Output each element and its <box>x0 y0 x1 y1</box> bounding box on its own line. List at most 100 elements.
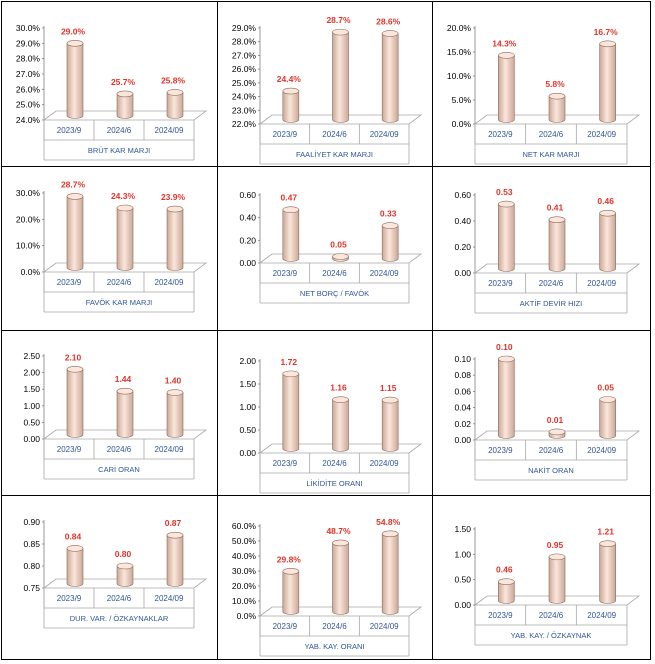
data-label: 1.16 <box>330 383 347 393</box>
y-tick-label: 0.85 <box>23 539 40 549</box>
chart-title: FAALİYET KAR MARJI <box>296 150 373 159</box>
bar <box>332 253 349 262</box>
data-label: 28.6% <box>376 16 401 26</box>
y-tick-label: 0.02 <box>454 419 471 429</box>
category-label: 2024/6 <box>322 130 347 139</box>
y-tick-label: 2.00 <box>239 356 256 366</box>
category-label: 2024/6 <box>107 445 132 454</box>
category-label: 2024/09 <box>587 446 616 455</box>
chart-8: 0.00 0.50 1.00 1.50 2.00 2023/9 2024/6 2024/09 L… <box>217 330 433 496</box>
data-label: 24.4% <box>277 74 302 84</box>
chart-title: NET KAR MARJI <box>523 150 580 159</box>
y-tick-label: 0.00 <box>239 448 256 458</box>
bar <box>116 387 134 438</box>
y-tick-label: 30.0% <box>16 23 41 33</box>
bar <box>166 389 184 438</box>
y-tick-label: 60.0% <box>232 521 257 531</box>
y-tick-label: 0.50 <box>239 425 256 435</box>
y-tick-label: 0.80 <box>23 561 40 571</box>
data-label: 1.72 <box>281 357 298 367</box>
category-label: 2023/9 <box>273 459 298 468</box>
category-label: 2024/6 <box>539 611 564 620</box>
bar <box>332 28 349 123</box>
category-label: 2023/9 <box>273 130 298 139</box>
data-label: 28.7% <box>61 179 86 189</box>
chart-svg: 0.00 0.50 1.00 1.50 2.00 2023/9 2024/6 2024/09 L… <box>239 356 423 494</box>
y-tick-label: 25.0% <box>232 78 257 88</box>
y-tick-label: 20.0% <box>232 581 257 591</box>
y-tick-label: 10.0% <box>232 596 257 606</box>
chart-4: 0.0% 10.0% 20.0% 30.0% 2023/9 2024/6 2024/09 FA… <box>1 166 218 331</box>
bar <box>116 90 134 119</box>
bar <box>282 206 300 262</box>
data-label: 29.0% <box>61 26 86 36</box>
bar <box>548 428 566 439</box>
bar <box>599 396 616 439</box>
data-label: 0.46 <box>597 196 614 206</box>
data-label: 0.47 <box>281 193 298 203</box>
category-label: 2024/6 <box>107 126 132 135</box>
y-tick-label: 0.60 <box>239 190 256 200</box>
category-label: 2024/6 <box>539 446 564 455</box>
bar <box>166 89 184 119</box>
data-label: 1.15 <box>380 383 397 393</box>
category-label: 2023/9 <box>57 445 82 454</box>
y-tick-label: 26.0% <box>232 64 257 74</box>
chart-svg: 0.0% 5.0% 10.0% 15.0% 20.0% 2023/9 2024/6 2024/… <box>447 23 641 165</box>
chart-2: 22.0% 23.0% 24.0% 25.0% 26.0% 27.0% 28.0% 29.0%… <box>217 1 433 167</box>
category-label: 2024/09 <box>587 611 616 620</box>
y-tick-label: 2.00 <box>23 368 40 378</box>
chart-svg: 24.0% 25.0% 26.0% 27.0% 28.0% 29.0% 30.0% 2023/… <box>16 23 208 161</box>
bar <box>548 92 566 123</box>
y-tick-label: 5.0% <box>452 95 472 105</box>
y-tick-label: 20.0% <box>447 23 472 33</box>
category-label: 2024/09 <box>370 459 399 468</box>
chart-svg: 0.00 0.20 0.40 0.60 2023/9 2024/6 2024/09 NET B… <box>239 190 423 304</box>
y-tick-label: 0.50 <box>23 417 40 427</box>
category-label: 2024/6 <box>539 279 564 288</box>
category-label: 2024/09 <box>370 130 399 139</box>
y-tick-label: 28.0% <box>16 54 41 64</box>
y-tick-label: 40.0% <box>232 551 257 561</box>
y-tick-label: 0.90 <box>23 517 40 527</box>
bar <box>116 562 134 587</box>
y-tick-label: 0.20 <box>454 242 471 252</box>
bar <box>498 200 515 272</box>
data-label: 23.9% <box>161 192 186 202</box>
y-tick-label: 29.0% <box>232 23 257 33</box>
data-label: 0.84 <box>65 531 82 541</box>
chart-11: 0.0% 10.0% 20.0% 30.0% 40.0% 50.0% 60.0% 2023/9… <box>217 495 433 660</box>
y-tick-label: 25.0% <box>16 100 41 110</box>
data-label: 29.8% <box>277 554 302 564</box>
category-label: 2023/9 <box>57 278 82 287</box>
y-tick-label: 15.0% <box>447 47 472 57</box>
category-label: 2023/9 <box>273 622 298 631</box>
chart-5: 0.00 0.20 0.40 0.60 2023/9 2024/6 2024/09 NET B… <box>217 166 433 331</box>
chart-10: 0.75 0.80 0.85 0.90 2023/9 2024/6 2024/09 DUR. … <box>1 495 218 660</box>
y-tick-label: 1.50 <box>239 379 256 389</box>
y-tick-label: 0.0% <box>21 267 41 277</box>
y-tick-label: 30.0% <box>16 188 41 198</box>
chart-title: NET BORÇ / FAVÖK <box>300 289 369 298</box>
y-tick-label: 0.08 <box>454 370 471 380</box>
y-tick-label: 0.60 <box>454 190 471 200</box>
chart-title: AKTİF DEVİR HIZI <box>520 299 583 308</box>
y-tick-label: 50.0% <box>232 536 257 546</box>
y-tick-label: 1.00 <box>239 402 256 412</box>
y-tick-label: 0.40 <box>454 216 471 226</box>
chart-svg: 0.00 0.50 1.00 1.50 2023/9 2024/6 2024/09 YAB. … <box>454 524 641 646</box>
data-label: 25.7% <box>111 77 136 87</box>
chart-title: FAVÖK KAR MARJI <box>86 298 153 307</box>
category-label: 2024/09 <box>587 130 616 139</box>
y-tick-label: 0.06 <box>454 386 471 396</box>
y-tick-label: 0.50 <box>454 575 471 585</box>
data-label: 16.7% <box>594 27 619 37</box>
y-tick-label: 27.0% <box>16 69 41 79</box>
category-label: 2023/9 <box>488 446 513 455</box>
category-label: 2024/6 <box>107 594 132 603</box>
chart-title: LİKİDİTE ORANI <box>306 479 362 488</box>
category-label: 2024/6 <box>322 622 347 631</box>
category-label: 2024/09 <box>370 269 399 278</box>
bar <box>66 365 84 438</box>
chart-1: 24.0% 25.0% 26.0% 27.0% 28.0% 29.0% 30.0% 2023/… <box>1 1 218 167</box>
